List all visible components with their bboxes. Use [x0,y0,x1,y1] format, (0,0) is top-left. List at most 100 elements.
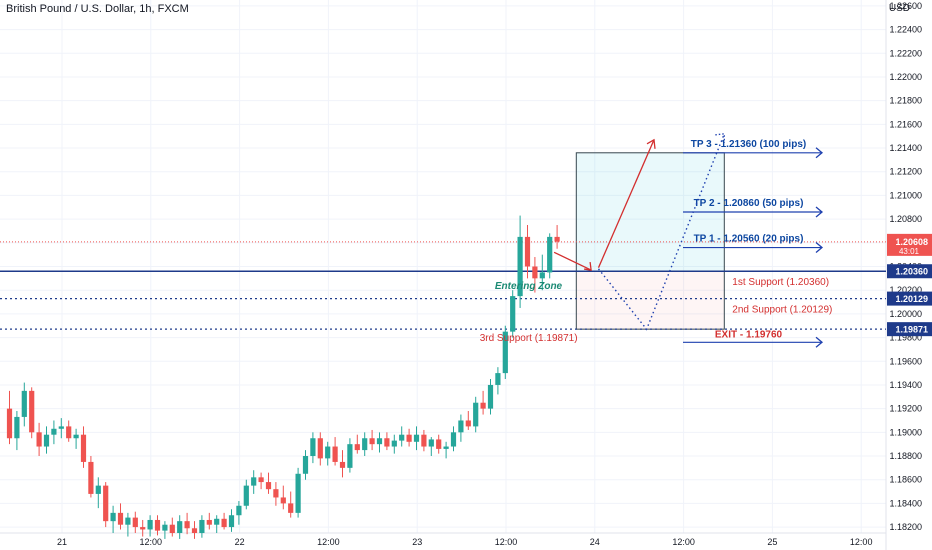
support-label-2: 2nd Support (1.20129) [732,305,832,316]
price-tick-label: 1.21600 [889,119,922,129]
candle-body [73,434,79,439]
level-tag-2: 1.20129 [895,294,928,304]
candle-body [162,524,168,531]
candle-body [21,390,27,417]
candle-body [51,428,57,435]
target-arrowhead [815,242,824,254]
candle-body [510,296,516,332]
currency-label: USD [888,3,910,14]
candle-body [502,331,508,374]
price-tick-label: 1.18200 [889,522,922,532]
candle-body [103,485,109,522]
price-tick-label: 1.18800 [889,451,922,461]
level-tag-2-bg [887,291,932,306]
candle-body [428,439,434,447]
candle-body [14,416,20,439]
candle-body [473,402,479,427]
price-tick-label: 1.19800 [889,333,922,343]
candle-body [288,503,294,513]
candle-body [332,446,338,462]
bullish-arrowhead [646,138,656,149]
price-tick-label: 1.22400 [889,25,922,35]
candle-body [88,461,94,494]
price-tick-label: 1.22000 [889,72,922,82]
price-tick-label: 1.19200 [889,404,922,414]
candle-body [29,390,35,433]
price-tick-label: 1.21000 [889,190,922,200]
candle-body [443,446,449,449]
candle-body [458,420,464,433]
candle-body [258,477,264,483]
candle-body [465,420,471,427]
candle-body [132,517,138,528]
candle-body [391,440,397,447]
candle-body [199,519,205,533]
candle-body [376,438,383,445]
time-tick-label: 12:00 [317,537,340,547]
level-tag-3-bg [887,322,932,337]
candle-body [487,384,494,409]
price-tick-label: 1.18600 [889,475,922,485]
candle-body [524,236,531,267]
last-price-tag-bg [887,233,932,256]
candle-body [221,518,227,528]
candle-body [140,527,146,530]
target-arrowhead [815,336,824,348]
target-label: TP 3 - 1.21360 (100 pips) [691,139,806,150]
candle-body [280,497,286,504]
level-tag-1: 1.20360 [895,267,928,277]
entering-zone-label: Entering Zone [495,281,563,292]
level-tag-1-bg [887,264,932,279]
price-tick-label: 1.21800 [889,96,922,106]
candle-body [413,434,420,442]
target-arrowhead [815,147,824,159]
candle-body [384,438,390,447]
target-label: EXIT - 1.19760 [715,329,783,340]
candle-body [251,477,257,486]
candle-body [369,438,375,445]
candle-body [317,438,323,459]
candle-body [58,426,64,429]
price-tick-label: 1.22600 [889,1,922,11]
candle-body [339,461,346,468]
candle-body [480,402,486,409]
time-tick-label: 12:00 [850,537,873,547]
candle-body [206,519,212,525]
candle-body [421,434,427,447]
candle-body [325,446,331,459]
price-tick-label: 1.19600 [889,356,922,366]
candle-body [125,517,131,525]
time-tick-label: 12:00 [140,537,163,547]
price-tick-label: 1.20200 [889,285,922,295]
candle-body [154,519,161,531]
time-tick-label: 12:00 [672,537,695,547]
candle-body [450,432,457,447]
candle-body [43,434,50,447]
candle-body [354,444,360,451]
candle-body [406,434,412,442]
time-tick-label: 25 [767,537,777,547]
candle-body [6,408,13,439]
time-tick-label: 22 [235,537,245,547]
candle-body [273,489,279,498]
candle-body [169,524,175,533]
candle-body [36,432,42,447]
candle-body [80,434,87,462]
price-tick-label: 1.21200 [889,167,922,177]
price-tick-label: 1.20000 [889,309,922,319]
candle-body [399,434,405,441]
candle-body [495,373,501,385]
candle-body [265,482,272,490]
candle-body [243,485,249,506]
candle-body [295,473,301,513]
target-arrowhead [815,206,824,218]
candle-body [191,528,198,533]
entry-arrowhead [584,261,592,271]
symbol-title: British Pound / U.S. Dollar, 1h, FXCM [6,3,189,15]
price-tick-label: 1.19400 [889,380,922,390]
level-tag-3: 1.19871 [895,325,928,335]
price-tick-label: 1.20800 [889,214,922,224]
time-tick-label: 24 [590,537,600,547]
